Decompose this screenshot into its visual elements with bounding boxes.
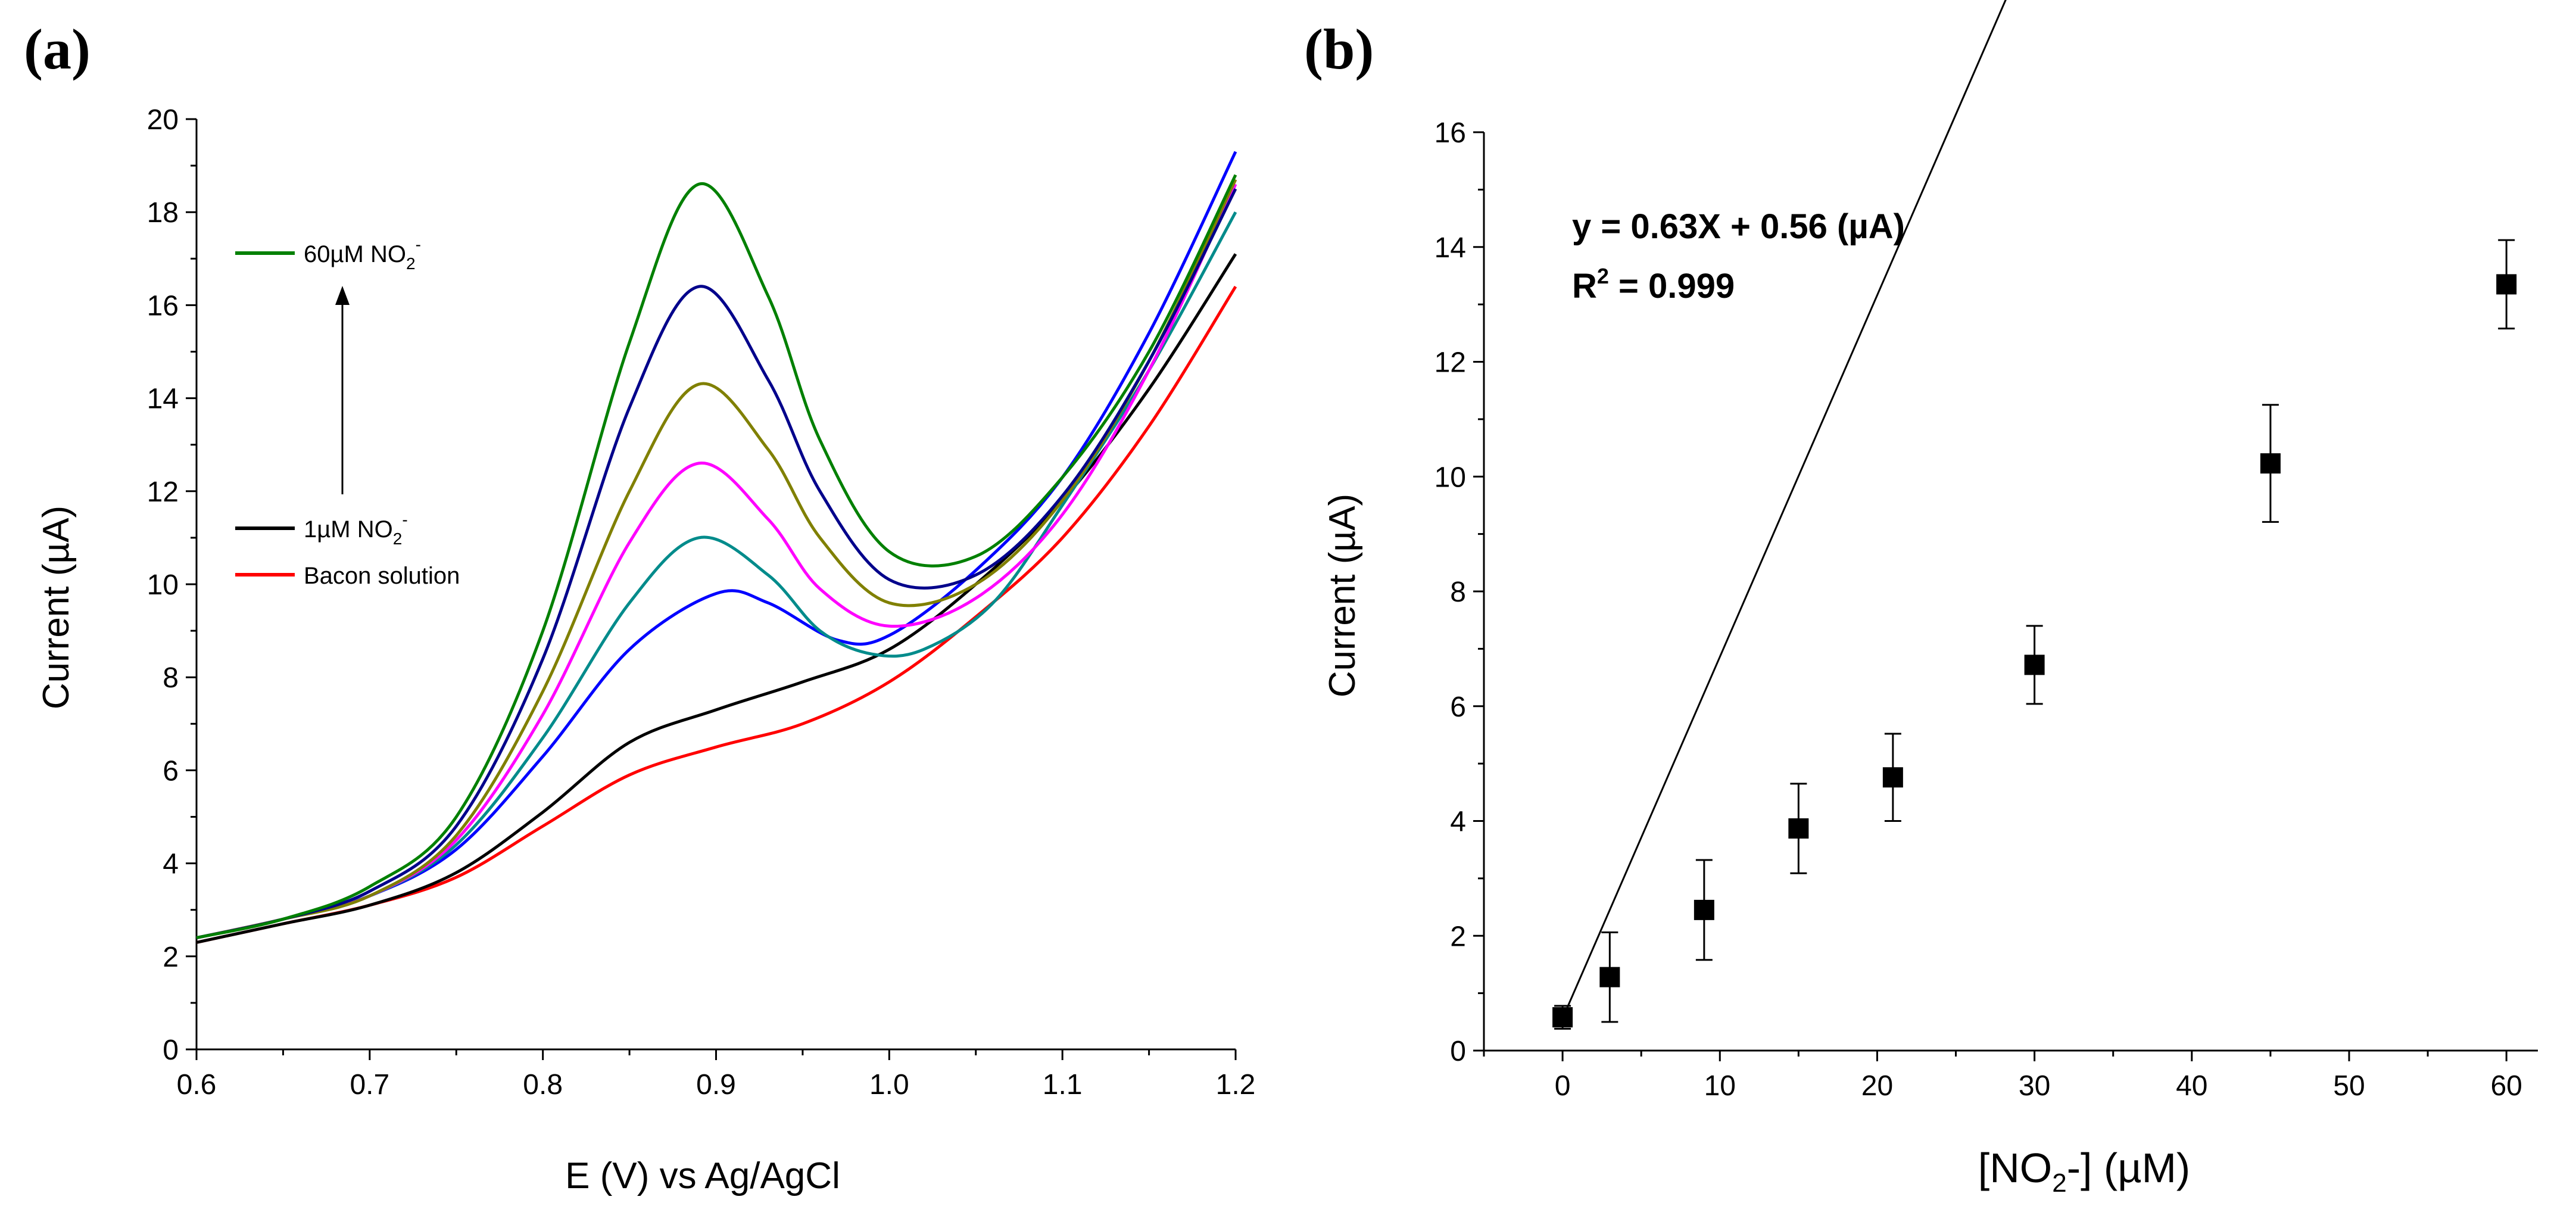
panel-b-x-axis-title: [NO2-] (µM) bbox=[1978, 1145, 2190, 1198]
b-y-tick-label: 2 bbox=[1450, 921, 1466, 952]
data-point bbox=[1694, 899, 1714, 920]
panel-b-label: (b) bbox=[1304, 17, 1374, 81]
a-y-tick-label: 8 bbox=[163, 662, 179, 694]
b-x-tick-label: 0 bbox=[1555, 1070, 1571, 1102]
a-x-tick-label: 1.0 bbox=[869, 1069, 909, 1101]
a-y-tick-label: 14 bbox=[147, 384, 179, 415]
data-point bbox=[1788, 818, 1809, 839]
legend-label-bacon: Bacon solution bbox=[304, 563, 460, 589]
a-y-tick-label: 10 bbox=[147, 569, 179, 601]
a-y-tick-label: 4 bbox=[163, 849, 179, 880]
b-x-tick-label: 20 bbox=[1861, 1070, 1893, 1102]
b-x-tick-label: 30 bbox=[2019, 1070, 2050, 1102]
voltammogram-series-2 bbox=[196, 151, 1237, 940]
data-point bbox=[2024, 655, 2045, 675]
a-y-tick-label: 20 bbox=[147, 104, 179, 136]
data-point bbox=[1882, 767, 1903, 788]
a-x-tick-label: 0.8 bbox=[523, 1069, 563, 1101]
panel-a-legend: 60µM NO2- 1µM NO2- Bacon solution bbox=[235, 235, 460, 589]
b-x-tick-label: 50 bbox=[2333, 1070, 2365, 1102]
panel-b-y-axis-title: Current (µA) bbox=[1322, 494, 1363, 697]
legend-label-60uM: 60µM NO2- bbox=[304, 235, 421, 273]
panel-b: (b) 0 2 4 6 8 10 12 14 16 0 10 20 30 40 50 60 y = 0.63X… bbox=[1304, 0, 2538, 1198]
data-point bbox=[2260, 453, 2281, 474]
panel-a-series bbox=[196, 151, 1237, 944]
panel-a-axes: 0 2 4 6 8 10 12 14 16 18 20 0.6 0.7 0.8 0.9 1.0 1.1 1.2 bbox=[147, 104, 1256, 1101]
voltammogram-series-7 bbox=[196, 174, 1237, 940]
fit-line bbox=[1561, 0, 2007, 1019]
a-y-tick-label: 6 bbox=[163, 755, 179, 787]
a-y-tick-label: 16 bbox=[147, 290, 179, 322]
b-y-tick-label: 4 bbox=[1450, 806, 1466, 838]
a-y-tick-label: 12 bbox=[147, 476, 179, 508]
legend-arrow-head bbox=[335, 286, 350, 305]
b-y-tick-label: 14 bbox=[1434, 232, 1466, 264]
panel-b-axes: 0 2 4 6 8 10 12 14 16 0 10 20 30 40 50 60 bbox=[1434, 117, 2538, 1102]
panel-a-label: (a) bbox=[24, 17, 91, 81]
b-y-tick-label: 8 bbox=[1450, 577, 1466, 608]
b-y-tick-label: 16 bbox=[1434, 117, 1466, 149]
a-x-tick-label: 0.6 bbox=[177, 1069, 217, 1101]
voltammogram-series-6 bbox=[196, 188, 1237, 940]
data-point bbox=[1552, 1007, 1573, 1028]
panel-b-data bbox=[1552, 0, 2517, 1030]
b-y-tick-label: 0 bbox=[1450, 1036, 1466, 1067]
a-x-tick-label: 1.2 bbox=[1216, 1069, 1256, 1101]
voltammogram-series-5 bbox=[196, 179, 1237, 940]
voltammogram-series-4 bbox=[196, 183, 1237, 940]
b-y-tick-label: 6 bbox=[1450, 691, 1466, 723]
r-squared: R2 = 0.999 bbox=[1572, 264, 1735, 306]
fit-equation: y = 0.63X + 0.56 (µA) bbox=[1572, 207, 1905, 246]
voltammogram-series-1 bbox=[196, 253, 1237, 944]
panel-a-x-axis-title: E (V) vs Ag/AgCl bbox=[565, 1155, 840, 1196]
b-x-tick-label: 40 bbox=[2176, 1070, 2207, 1102]
voltammogram-series-0 bbox=[196, 285, 1237, 944]
b-x-tick-label: 60 bbox=[2490, 1070, 2522, 1102]
a-y-tick-label: 2 bbox=[163, 942, 179, 973]
b-y-tick-label: 12 bbox=[1434, 347, 1466, 379]
data-point bbox=[1599, 967, 1620, 987]
a-y-tick-label: 18 bbox=[147, 197, 179, 229]
a-y-tick-label: 0 bbox=[163, 1034, 179, 1066]
panel-a-y-axis-title: Current (µA) bbox=[36, 506, 77, 709]
panel-a: (a) 0 2 4 6 8 10 12 14 16 18 20 0.6 0.7 0.8 0.9 1.0 1.1 1… bbox=[24, 17, 1255, 1196]
a-x-tick-label: 0.9 bbox=[696, 1069, 736, 1101]
b-y-tick-label: 10 bbox=[1434, 462, 1466, 493]
b-x-tick-label: 10 bbox=[1704, 1070, 1736, 1102]
a-x-tick-label: 0.7 bbox=[350, 1069, 389, 1101]
legend-label-1uM: 1µM NO2- bbox=[304, 510, 408, 548]
data-point bbox=[2496, 274, 2517, 295]
a-x-tick-label: 1.1 bbox=[1043, 1069, 1083, 1101]
